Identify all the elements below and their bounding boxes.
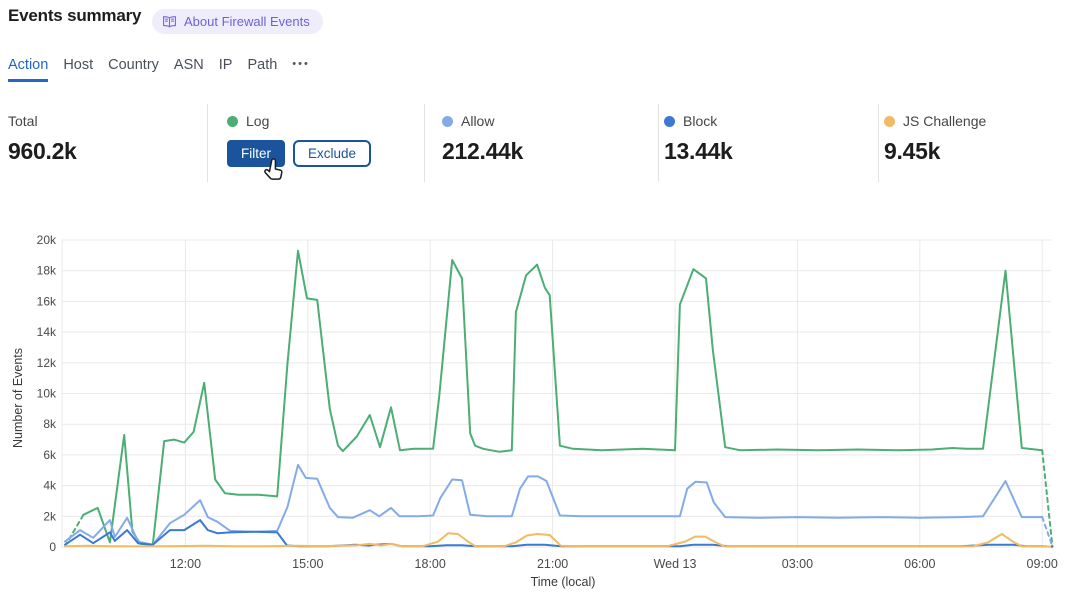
stat-divider <box>207 104 208 182</box>
y-axis-title: Number of Events <box>11 348 25 448</box>
y-tick-label: 12k <box>37 356 57 370</box>
stat-divider <box>424 104 425 182</box>
allow-legend-dot <box>442 115 453 127</box>
y-tick-label: 18k <box>37 264 57 278</box>
stat-js-challenge: JS Challenge 9.45k <box>884 104 986 165</box>
book-icon <box>163 15 176 27</box>
js-challenge-legend-dot <box>884 115 895 127</box>
stat-allow: Allow 212.44k <box>442 104 523 165</box>
tabs-more-button[interactable]: ••• <box>292 58 310 82</box>
x-axis-title: Time (local) <box>531 575 596 589</box>
x-tick-label: 21:00 <box>537 557 568 571</box>
x-tick-label: 18:00 <box>415 557 446 571</box>
stat-block: Block 13.44k <box>664 104 733 165</box>
x-tick-label: 12:00 <box>170 557 201 571</box>
series-log-line[interactable] <box>82 249 1044 546</box>
about-badge-label: About Firewall Events <box>184 14 310 29</box>
js-challenge-label: JS Challenge <box>903 113 987 129</box>
stats-row: Total 960.2k Log Filter Exclude Allow 21… <box>0 104 1068 184</box>
block-label: Block <box>683 113 718 129</box>
x-tick-label: 03:00 <box>782 557 813 571</box>
tab-country[interactable]: Country <box>108 57 159 82</box>
series-log-dashed-end <box>1041 449 1054 548</box>
tab-action[interactable]: Action <box>8 57 49 82</box>
allow-value: 212.44k <box>442 138 524 164</box>
log-filter-button[interactable]: Filter <box>227 140 285 167</box>
block-legend-dot <box>664 115 675 127</box>
x-tick-label: 06:00 <box>904 557 935 571</box>
total-label: Total <box>8 113 38 129</box>
stat-log: Log Filter Exclude <box>227 104 372 167</box>
y-tick-label: 6k <box>43 448 57 462</box>
block-value: 13.44k <box>664 138 733 164</box>
stat-total: Total 960.2k <box>8 104 77 165</box>
tab-asn[interactable]: ASN <box>174 57 204 82</box>
dimension-tabs: Action Host Country ASN IP Path ••• <box>8 57 310 82</box>
log-legend-dot <box>227 115 238 127</box>
tab-ip[interactable]: IP <box>219 57 233 82</box>
stat-divider <box>658 104 659 182</box>
y-tick-label: 14k <box>37 325 57 339</box>
series-log-dashed-start <box>64 513 85 548</box>
about-firewall-events-badge[interactable]: About Firewall Events <box>152 9 323 34</box>
allow-label: Allow <box>461 113 495 129</box>
total-value: 960.2k <box>8 138 77 164</box>
series-block-line[interactable] <box>64 519 1044 548</box>
series-allow-dashed-end <box>1041 516 1054 548</box>
x-tick-label: Wed 13 <box>654 557 697 571</box>
log-exclude-button[interactable]: Exclude <box>293 140 372 167</box>
y-tick-label: 10k <box>37 387 57 401</box>
y-tick-label: 20k <box>37 233 57 247</box>
events-timeseries-chart: 0 2k 4k 6k 8k 10k 12k 14k 16k 18k 20k 12:00 15:00 18:… <box>11 233 1058 589</box>
log-label: Log <box>246 113 270 129</box>
page-title: Events summary <box>8 6 142 25</box>
x-tick-label: 15:00 <box>292 557 323 571</box>
y-tick-label: 4k <box>43 479 57 493</box>
series-allow-line[interactable] <box>64 463 1044 546</box>
y-tick-label: 2k <box>43 509 57 523</box>
series-js-challenge-line[interactable] <box>64 532 1048 548</box>
y-tick-label: 0 <box>49 540 56 554</box>
tab-path[interactable]: Path <box>247 57 277 82</box>
tab-host[interactable]: Host <box>63 57 93 82</box>
x-tick-label: 09:00 <box>1027 557 1058 571</box>
stat-divider <box>878 104 879 182</box>
y-tick-label: 16k <box>37 294 57 308</box>
y-tick-label: 8k <box>43 417 57 431</box>
js-challenge-value: 9.45k <box>884 138 941 164</box>
